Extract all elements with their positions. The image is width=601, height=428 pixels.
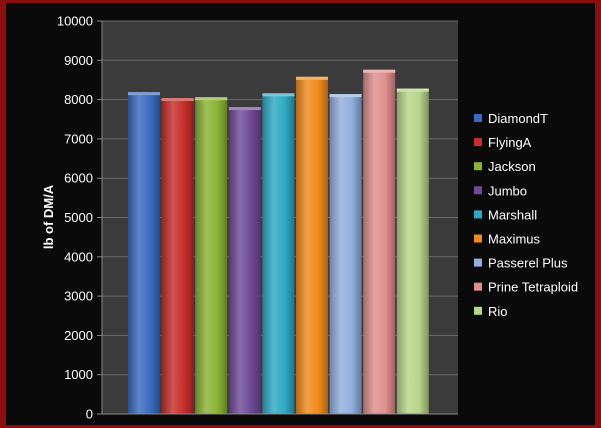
legend: DiamondT FlyingA Jackson Jumbo Marshall Maxim… [474,111,578,319]
y-tick-label: 4000 [64,249,93,264]
bar-top-highlight [396,88,429,92]
bar-prine-tetraploid [363,69,396,415]
y-tick-label: 2000 [64,328,93,343]
legend-label: DiamondT [488,111,548,126]
legend-swatch [474,258,482,267]
y-tick-label: 3000 [64,289,93,304]
bar-marshall [262,93,295,414]
legend-swatch [474,282,482,291]
bar-maximus [296,76,328,414]
legend-label: Passerel Plus [488,256,568,271]
y-tick-label: 9000 [64,53,93,68]
legend-label: FlyingA [488,135,532,150]
bar-jackson [195,97,228,414]
y-tick-label: 0 [86,407,93,422]
y-axis-ticks: 0 1000 2000 3000 4000 5000 6000 7000 8000 9000 100… [57,14,103,422]
legend-label: Jumbo [488,183,527,198]
bar-top-highlight [363,69,396,73]
y-tick-label: 8000 [64,92,93,107]
legend-swatch [474,114,482,122]
legend-label: Rio [488,304,508,319]
bar-rio [396,88,429,414]
y-tick-label: 1000 [64,367,93,382]
bar-chart: 0 1000 2000 3000 4000 5000 6000 7000 8000 9000 100… [41,14,578,422]
legend-label: Maximus [488,232,541,247]
legend-label: Marshall [488,207,537,222]
legend-swatch [474,186,482,195]
bar-top-highlight [161,98,194,102]
legend-label: Jackson [488,159,536,174]
legend-swatch [474,234,482,243]
bars [102,69,458,415]
legend-label: Prine Tetraploid [488,280,578,295]
bar-top-highlight [329,94,362,98]
y-axis-label: lb of DM/A [41,184,56,249]
bar-flyinga [161,98,194,414]
bar-top-highlight [262,93,295,97]
bar-diamondt [128,92,160,415]
legend-swatch [474,210,482,219]
bar-jumbo [228,107,261,414]
y-tick-label: 6000 [64,171,93,186]
bar-passerel-plus [329,94,362,415]
bar-top-highlight [195,97,228,101]
y-tick-label: 10000 [57,14,93,29]
bar-top-highlight [296,76,328,80]
bar-top-highlight [228,107,261,111]
legend-swatch [474,162,482,171]
y-tick-label: 7000 [64,131,93,146]
bar-top-highlight [128,92,160,96]
y-tick-label: 5000 [64,210,93,225]
legend-swatch [474,138,482,147]
legend-swatch [474,306,482,315]
